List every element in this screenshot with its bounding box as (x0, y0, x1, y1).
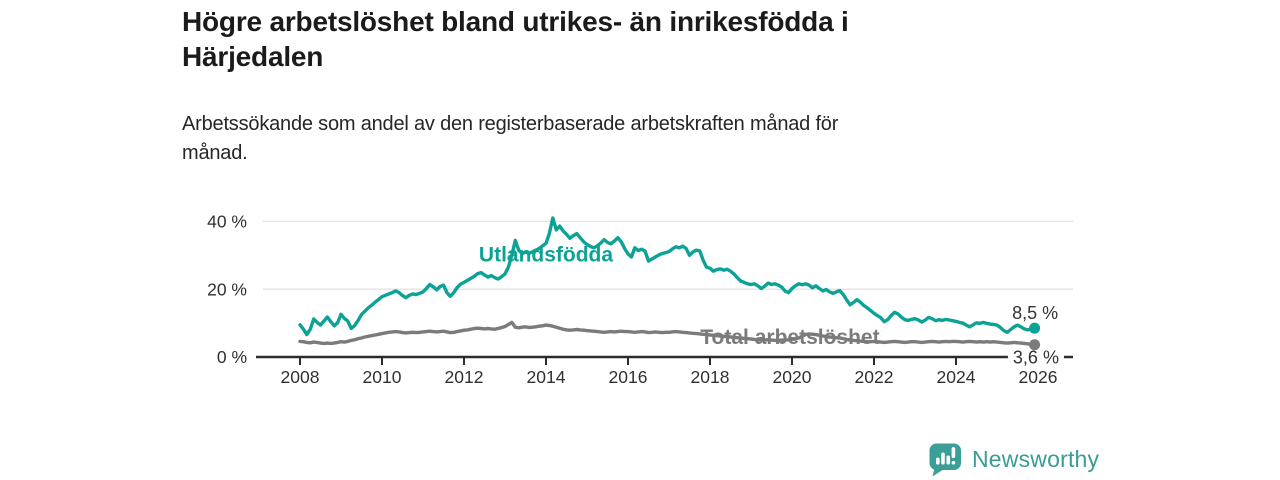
x-tick-label: 2008 (281, 367, 320, 387)
total-arbetsloshet-end-dot (1029, 339, 1041, 351)
speech-bubble-tail (932, 466, 944, 477)
chart-subtitle-line-2: månad. (182, 142, 248, 164)
chart-subtitle: Arbetssökande som andel av den registerb… (182, 110, 838, 168)
x-tick-label: 2018 (691, 367, 730, 387)
x-tick-label: 2026 (1019, 367, 1058, 387)
x-tick-label: 2012 (445, 367, 484, 387)
y-tick-label: 40 % (207, 212, 247, 232)
total-arbetsloshet-line (298, 320, 1037, 347)
y-tick-label: 20 % (207, 279, 247, 299)
x-tick-label: 2022 (855, 367, 894, 387)
utlandsfodda-end-value: 8,5 % (1012, 303, 1058, 323)
y-tick-label: 0 % (217, 347, 247, 367)
chart-title-line-1: Högre arbetslöshet bland utrikes- än inr… (182, 6, 849, 37)
x-tick-label: 2024 (937, 367, 976, 387)
x-tick-label: 2020 (773, 367, 812, 387)
chart-title: Högre arbetslöshet bland utrikes- än inr… (182, 4, 849, 74)
x-tick-label: 2016 (609, 367, 648, 387)
utlandsfodda-label: Utlandsfödda (479, 243, 613, 266)
utlandsfodda-line (298, 216, 1037, 337)
total-arbetsloshet-label: Total arbetslöshet (700, 326, 879, 349)
total-arbetsloshet-end-value-bg (1007, 346, 1064, 369)
total-arbetsloshet-end-value: 3,6 % (1013, 348, 1059, 368)
x-tick-label: 2010 (363, 367, 402, 387)
newsworthy-icon (929, 443, 961, 477)
newsworthy-logo[interactable]: Newsworthy (928, 442, 1099, 477)
x-tick-label: 2014 (527, 367, 566, 387)
newsworthy-wordmark: Newsworthy (972, 446, 1100, 472)
chart-title-line-2: Härjedalen (182, 41, 324, 72)
chart-subtitle-line-1: Arbetssökande som andel av den registerb… (182, 113, 839, 135)
utlandsfodda-end-dot (1029, 322, 1041, 334)
